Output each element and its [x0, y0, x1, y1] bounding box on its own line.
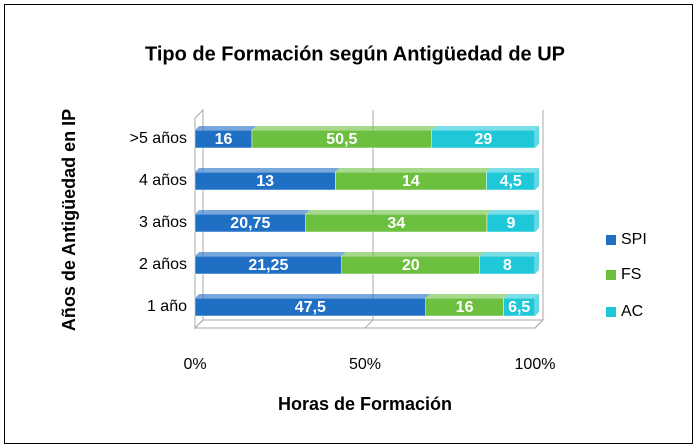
bar-top — [479, 252, 539, 256]
bar-top — [503, 294, 539, 298]
data-label: 16 — [215, 131, 233, 148]
x-tick-label: 0% — [183, 356, 206, 373]
x-tick-label: 100% — [515, 356, 556, 373]
data-label: 47,5 — [295, 299, 326, 316]
bar-top — [487, 210, 539, 214]
bar-end — [535, 210, 539, 232]
data-label: 21,25 — [248, 257, 288, 274]
bar-top — [425, 294, 508, 298]
x-axis-title: Horas de Formación — [278, 394, 452, 414]
bar-end — [535, 126, 539, 148]
bar-top — [305, 210, 491, 214]
legend-label: SPI — [621, 231, 647, 248]
legend-label: AC — [621, 303, 643, 320]
y-tick-label: 2 años — [139, 256, 187, 273]
data-label: 14 — [402, 173, 420, 190]
bar-top — [195, 126, 256, 130]
bar-top — [486, 168, 539, 172]
bar-end — [535, 168, 539, 190]
data-label: 4,5 — [500, 173, 522, 190]
bar-end — [535, 252, 539, 274]
y-tick-label: 4 años — [139, 172, 187, 189]
data-label: 29 — [474, 131, 492, 148]
x-tick-label: 50% — [349, 356, 381, 373]
bar-top — [195, 210, 310, 214]
bar-top — [431, 126, 539, 130]
y-tick-label: 3 años — [139, 214, 187, 231]
y-axis-title: Años de Antigüedad en IP — [59, 109, 79, 331]
data-label: 13 — [256, 173, 274, 190]
data-label: 34 — [387, 215, 405, 232]
chart-title: Tipo de Formación según Antigüedad de UP — [145, 43, 565, 65]
data-label: 6,5 — [508, 299, 530, 316]
y-tick-label: 1 año — [147, 298, 187, 315]
y-tick-label: >5 años — [130, 130, 187, 147]
data-label: 20 — [402, 257, 420, 274]
data-label: 16 — [456, 299, 474, 316]
legend-swatch — [606, 307, 616, 317]
legend-swatch — [606, 235, 616, 245]
bar-top — [195, 252, 346, 256]
data-label: 20,75 — [230, 215, 270, 232]
bar-top — [251, 126, 436, 130]
data-label: 9 — [507, 215, 516, 232]
bar-top — [341, 252, 484, 256]
legend-swatch — [606, 270, 616, 280]
grid-line — [534, 110, 544, 329]
bar-top — [335, 168, 491, 172]
bar-top — [195, 294, 430, 298]
legend-label: FS — [621, 266, 641, 283]
bar-end — [535, 294, 539, 316]
bar-top — [195, 168, 340, 172]
data-label: 50,5 — [326, 131, 357, 148]
data-label: 8 — [503, 257, 512, 274]
